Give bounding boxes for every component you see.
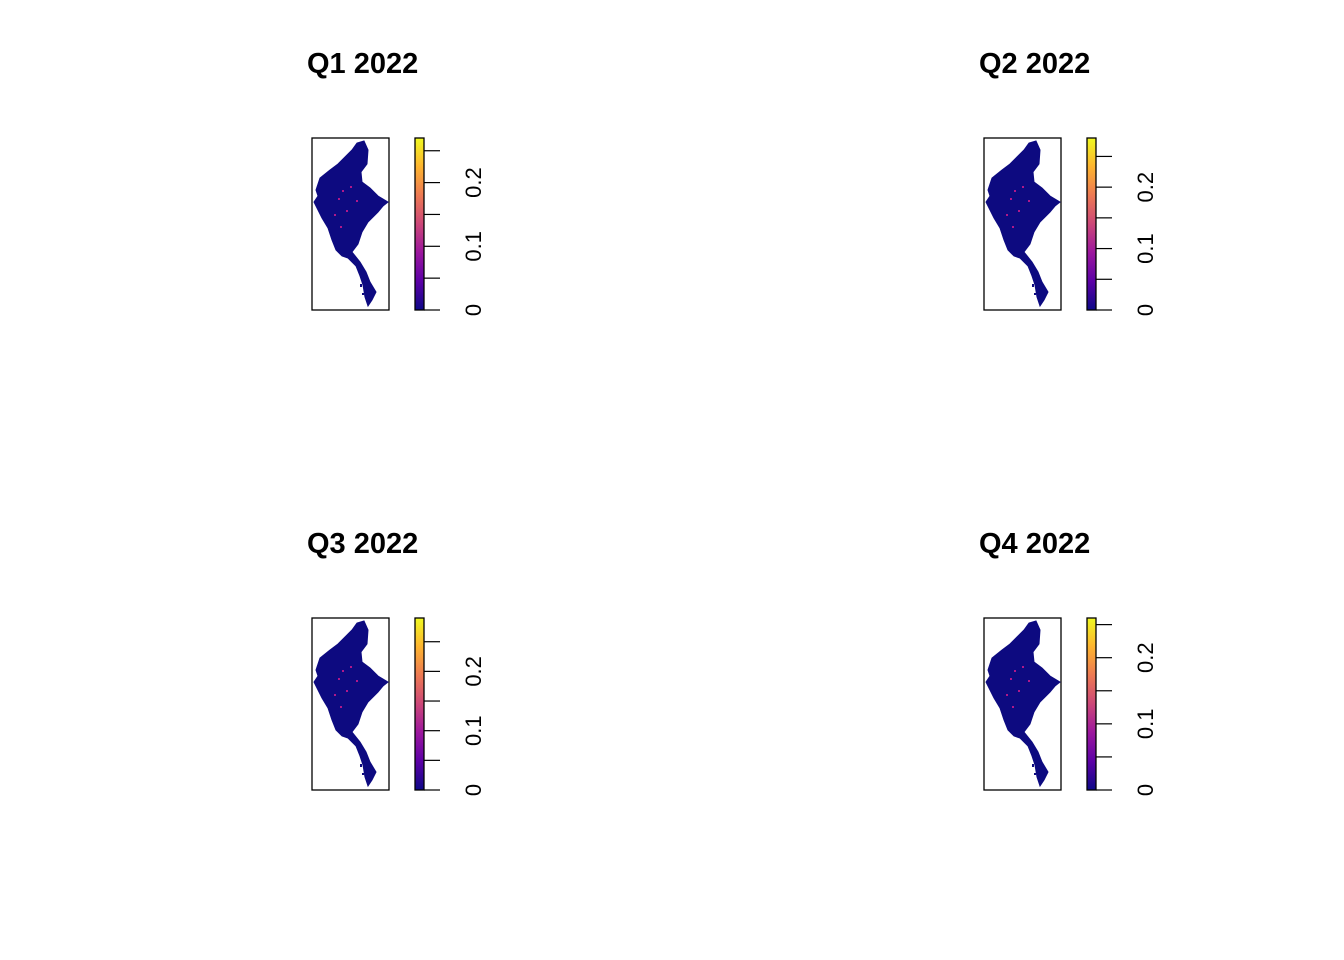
panel-title: Q1 2022: [307, 48, 419, 80]
hotspot-pixel: [334, 214, 336, 216]
hotspot-pixel: [1028, 200, 1030, 202]
map-frame: [983, 617, 1062, 791]
map-plot: 0 0.1 0.2: [983, 617, 1158, 796]
legend-tick-label: 0: [461, 784, 486, 796]
hotspot-pixel: [1018, 690, 1020, 692]
map-plot: 0 0.1 0.2: [983, 137, 1158, 316]
map-plot: 0 0.1 0.2: [311, 137, 486, 316]
hotspot-pixel: [1014, 670, 1016, 672]
hotspot-pixel: [1010, 678, 1012, 680]
legend-tick-label: 0.1: [461, 715, 486, 746]
panel-q4: Q4 2022 0 0.1 0.2: [672, 480, 1344, 960]
panel-q1: Q1 2022 0 0.1 0.2: [0, 0, 672, 480]
hotspot-pixel: [1006, 214, 1008, 216]
country-raster: [313, 620, 389, 788]
island: [362, 773, 364, 775]
hotspot-pixel: [1028, 680, 1030, 682]
legend-colorbar: [1086, 137, 1097, 311]
country-raster: [985, 620, 1061, 788]
legend-colorbar: [414, 137, 425, 311]
hotspot-pixel: [350, 666, 352, 668]
legend-tick-label: 0.1: [461, 231, 486, 262]
legend-tick-label: 0.1: [1133, 233, 1158, 264]
hotspot-pixel: [346, 690, 348, 692]
legend-tick-label: 0.2: [461, 656, 486, 687]
map-frame: [311, 617, 390, 791]
hotspot-pixel: [340, 226, 342, 228]
legend-tick-label: 0.2: [1133, 172, 1158, 203]
island: [360, 284, 362, 287]
hotspot-pixel: [342, 190, 344, 192]
hotspot-pixel: [1022, 666, 1024, 668]
country-raster: [313, 140, 389, 308]
hotspot-pixel: [1006, 694, 1008, 696]
hotspot-pixel: [338, 198, 340, 200]
map-frame: [311, 137, 390, 311]
hotspot-pixel: [1018, 210, 1020, 212]
island: [360, 764, 362, 767]
legend-tick-label: 0: [1133, 784, 1158, 796]
hotspot-pixel: [1012, 706, 1014, 708]
legend-tick-label: 0.2: [1133, 642, 1158, 673]
island: [362, 293, 364, 295]
map-frame: [983, 137, 1062, 311]
panel-title: Q2 2022: [979, 48, 1091, 80]
hotspot-pixel: [338, 678, 340, 680]
hotspot-pixel: [1012, 226, 1014, 228]
legend-colorbar: [1086, 617, 1097, 791]
legend-colorbar: [414, 617, 425, 791]
legend-tick-label: 0: [1133, 304, 1158, 316]
island: [1034, 773, 1036, 775]
hotspot-pixel: [1010, 198, 1012, 200]
island: [1034, 293, 1036, 295]
island: [1032, 764, 1034, 767]
country-raster: [985, 140, 1061, 308]
hotspot-pixel: [334, 694, 336, 696]
hotspot-pixel: [340, 706, 342, 708]
hotspot-pixel: [342, 670, 344, 672]
hotspot-pixel: [1014, 190, 1016, 192]
hotspot-pixel: [1022, 186, 1024, 188]
island: [1032, 284, 1034, 287]
hotspot-pixel: [346, 210, 348, 212]
legend-tick-label: 0.2: [461, 167, 486, 198]
hotspot-pixel: [356, 680, 358, 682]
hotspot-pixel: [356, 200, 358, 202]
map-plot: 0 0.1 0.2: [311, 617, 486, 796]
panel-q3: Q3 2022 0 0.1 0.2: [0, 480, 672, 960]
hotspot-pixel: [350, 186, 352, 188]
panel-title: Q4 2022: [979, 528, 1091, 560]
panel-title: Q3 2022: [307, 528, 419, 560]
panel-q2: Q2 2022 0 0.1 0.2: [672, 0, 1344, 480]
legend-tick-label: 0: [461, 304, 486, 316]
legend-tick-label: 0.1: [1133, 709, 1158, 740]
